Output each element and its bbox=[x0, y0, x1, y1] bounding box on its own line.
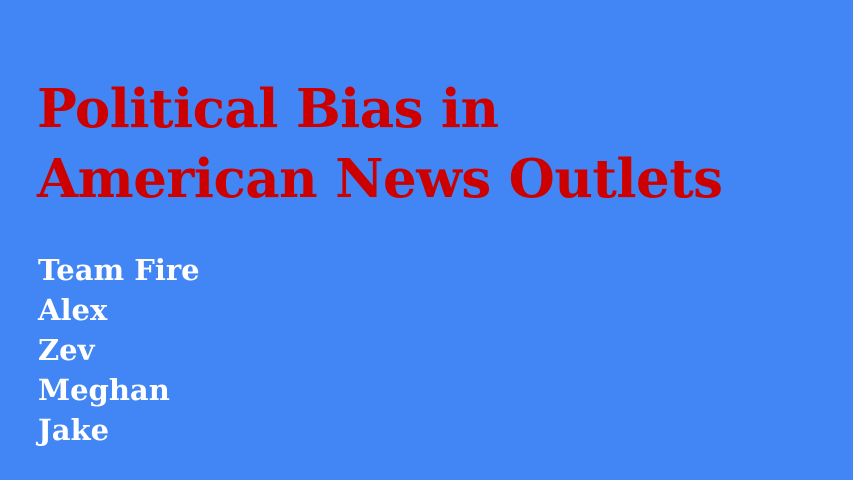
team-member-zev: Zev bbox=[38, 333, 95, 367]
team-member-jake: Jake bbox=[38, 413, 110, 447]
slide-title-line-2: American News Outlets bbox=[37, 148, 723, 210]
slide-title-line-1: Political Bias in bbox=[37, 78, 499, 140]
team-member-alex: Alex bbox=[38, 293, 108, 327]
team-list: Team Fire Alex Zev Meghan Jake bbox=[38, 250, 200, 450]
slide-title: Political Bias in American News Outlets bbox=[37, 74, 723, 214]
team-member-meghan: Meghan bbox=[38, 373, 170, 407]
team-name: Team Fire bbox=[38, 253, 200, 287]
